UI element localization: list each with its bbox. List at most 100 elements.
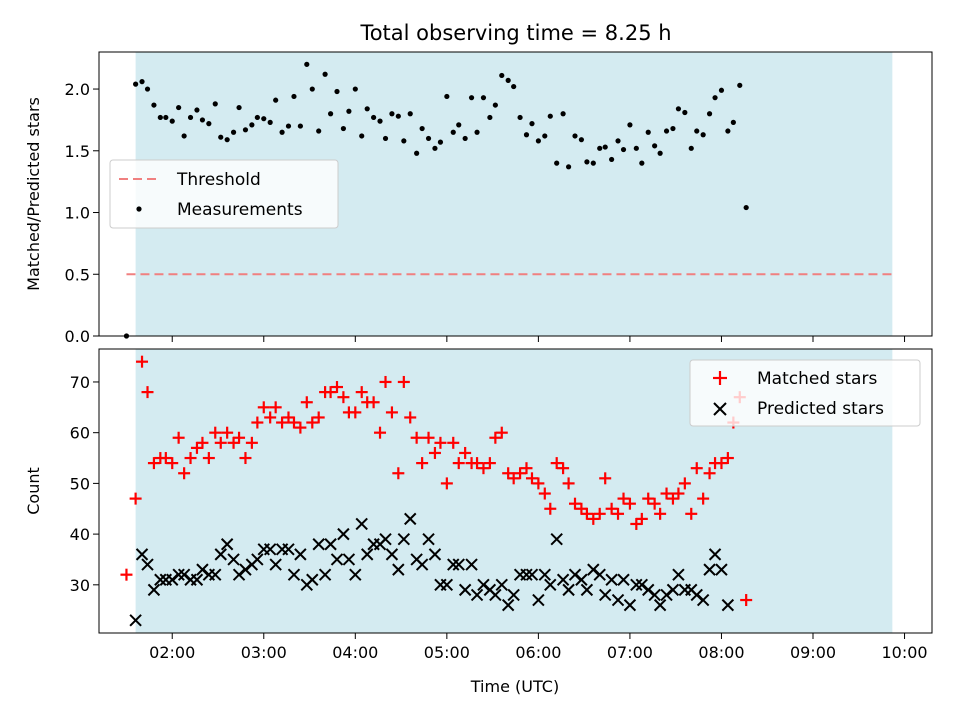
- predicted-star-marker: [630, 578, 643, 592]
- measurement-point: [682, 109, 688, 116]
- predicted-star-marker: [623, 598, 637, 612]
- top-legend: Threshold Measurements: [109, 159, 339, 229]
- matched-star-marker: [349, 406, 362, 419]
- bottom-x-ticks: 02:00 03:00 04:00 05:00 06:00 07:00 08:00 09:00…: [149, 633, 928, 662]
- matched-star-marker: [337, 391, 350, 404]
- top-panel: 0.00.51.01.52.0 Matched/Predicted stars …: [24, 51, 933, 346]
- matched-star-marker: [428, 446, 441, 459]
- measurement-point: [407, 111, 413, 117]
- predicted-star-marker: [611, 593, 625, 607]
- predicted-star-marker: [648, 588, 661, 602]
- matched-star-marker: [685, 507, 698, 520]
- measurement-point: [157, 114, 163, 121]
- matched-star-marker: [136, 355, 149, 368]
- predicted-star-marker: [392, 563, 405, 576]
- predicted-star-marker: [580, 583, 594, 597]
- matched-star-marker: [697, 492, 710, 505]
- predicted-star-marker: [507, 588, 520, 602]
- predicted-star-marker: [495, 578, 508, 592]
- predicted-star-marker: [251, 553, 264, 566]
- measurement-point: [694, 128, 700, 134]
- x-tick-label: 08:00: [698, 643, 744, 662]
- predicted-star-marker: [172, 568, 185, 581]
- measurement-point: [425, 135, 432, 142]
- measurement-point: [565, 164, 572, 170]
- matched-star-marker: [196, 436, 209, 449]
- predicted-star-marker: [135, 548, 149, 561]
- x-tick-label: 02:00: [149, 643, 195, 662]
- predicted-star-marker: [214, 548, 227, 561]
- measurement-point: [322, 71, 328, 77]
- matched-star-marker: [557, 462, 570, 475]
- measurement-point: [414, 150, 420, 156]
- measurement-point: [364, 106, 370, 112]
- measurement-point: [334, 88, 340, 95]
- predicted-star-marker: [562, 583, 575, 597]
- legend-predicted-swatch: [713, 402, 727, 416]
- measurement-point: [144, 86, 151, 92]
- matched-star-marker: [642, 492, 655, 505]
- predicted-star-marker: [672, 568, 685, 581]
- measurement-point: [169, 118, 175, 124]
- legend-measurements-swatch: [136, 206, 142, 212]
- predicted-star-marker: [385, 548, 399, 561]
- matched-star-marker: [404, 411, 417, 424]
- predicted-star-marker: [666, 583, 680, 597]
- predicted-star-marker: [269, 558, 282, 571]
- matched-star-marker: [422, 431, 435, 444]
- legend-predicted-label: Predicted stars: [757, 399, 884, 419]
- predicted-star-marker: [458, 583, 472, 597]
- predicted-star-marker: [306, 573, 319, 586]
- measurement-points: [123, 61, 749, 339]
- predicted-star-marker: [520, 568, 533, 581]
- x-axis-label: Time (UTC): [470, 677, 559, 696]
- predicted-star-marker: [282, 543, 295, 556]
- measurement-point: [547, 113, 553, 119]
- legend-measurements-label: Measurements: [177, 200, 303, 220]
- matched-star-marker: [703, 467, 716, 480]
- matched-star-marker: [648, 497, 661, 510]
- predicted-star-marker: [501, 598, 515, 612]
- matched-star-marker: [593, 507, 606, 520]
- measurement-point: [371, 114, 377, 121]
- predicted-star-marker: [397, 532, 411, 546]
- predicted-star-marker: [708, 548, 722, 561]
- measurement-point: [639, 160, 645, 166]
- matched-star-marker: [300, 396, 313, 409]
- measurement-point: [187, 114, 194, 121]
- matched-star-marker: [239, 452, 252, 465]
- predicted-star-marker: [715, 563, 728, 576]
- y-tick-label: 0.5: [65, 265, 90, 284]
- predicted-star-marker: [422, 532, 435, 546]
- matched-star-marker: [678, 477, 691, 490]
- matched-star-marker: [569, 497, 581, 510]
- matched-star-marker: [416, 457, 429, 470]
- measurement-point: [346, 108, 352, 114]
- y-tick-label: 50: [70, 474, 90, 493]
- predicted-star-marker: [342, 553, 356, 566]
- predicted-star-marker: [605, 573, 618, 586]
- measurement-point: [279, 129, 285, 135]
- measurement-point: [602, 144, 608, 150]
- measurement-point: [419, 125, 425, 132]
- y-tick-label: 2.0: [65, 80, 90, 99]
- predicted-star-marker: [452, 558, 465, 571]
- measurement-point: [584, 159, 590, 165]
- measurement-point: [645, 129, 651, 135]
- measurement-point: [340, 125, 347, 132]
- measurement-point: [730, 119, 736, 125]
- bottom-panel: 30 40 50 60 70 02:00 03:00 04:00 05:00 06:00 07:0…: [24, 348, 933, 696]
- matched-star-marker: [257, 401, 270, 414]
- legend-threshold-label: Threshold: [176, 170, 261, 190]
- predicted-star-marker: [154, 573, 167, 586]
- predicted-star-marker: [470, 588, 484, 602]
- matched-star-marker: [721, 452, 734, 465]
- predicted-star-marker: [318, 568, 332, 581]
- matched-star-marker: [587, 512, 600, 525]
- matched-star-marker: [294, 421, 307, 434]
- measurement-point: [578, 137, 585, 143]
- predicted-star-marker: [404, 512, 417, 526]
- measurement-point: [285, 123, 292, 129]
- matched-star-marker: [214, 436, 227, 449]
- matched-star-marker: [276, 416, 289, 429]
